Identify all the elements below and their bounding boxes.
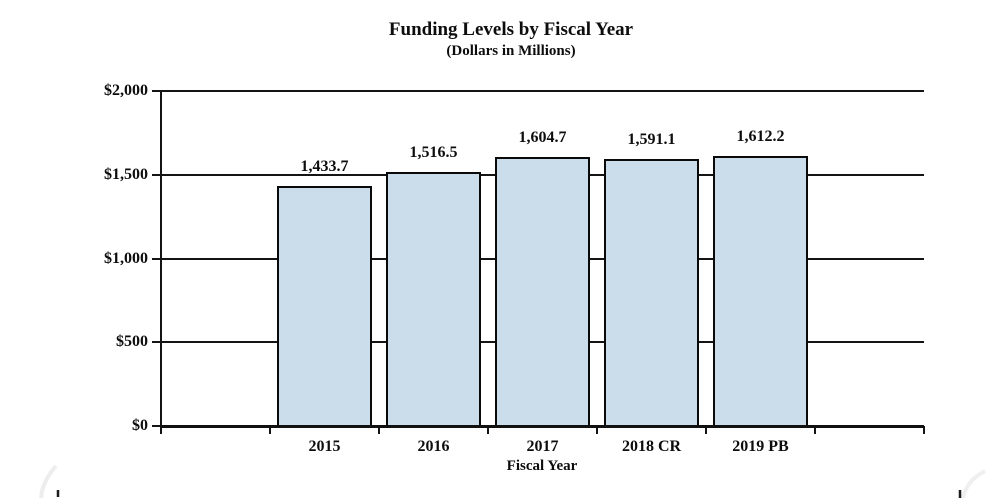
x-axis-tick xyxy=(705,426,707,434)
y-axis-tick xyxy=(152,257,161,260)
x-axis-tick xyxy=(487,426,489,434)
y-axis-tick xyxy=(152,173,161,176)
y-tick-label: $0 xyxy=(132,417,148,434)
x-axis-tick xyxy=(378,426,380,434)
x-axis-tick xyxy=(596,426,598,434)
bar-2018 CR xyxy=(604,159,699,427)
bar-2017 xyxy=(495,157,590,427)
y-tick-label: $1,000 xyxy=(104,249,148,267)
x-axis-line xyxy=(160,425,924,428)
x-tick-label: 2017 xyxy=(526,438,559,455)
x-tick-label: 2016 xyxy=(417,438,450,455)
bar-2015 xyxy=(277,185,372,427)
x-tick-label: 2019 PB xyxy=(732,438,789,455)
bar-value-label: 1,591.1 xyxy=(627,131,676,149)
y-axis-line xyxy=(160,91,162,434)
x-tick-label: 2015 xyxy=(308,438,341,455)
x-axis-tick xyxy=(923,426,925,434)
x-axis-title: Fiscal Year xyxy=(506,458,578,474)
bar-value-label: 1,612.2 xyxy=(736,127,785,145)
y-tick-label: $500 xyxy=(116,333,148,351)
bar-value-label: 1,433.7 xyxy=(300,157,349,175)
y-axis-tick xyxy=(152,90,161,92)
x-tick-label: 2018 CR xyxy=(621,438,682,455)
y-axis-tick xyxy=(152,341,161,344)
x-axis-tick xyxy=(269,426,271,434)
x-axis-tick xyxy=(814,426,816,434)
bar-2016 xyxy=(386,171,481,427)
bar-value-label: 1,604.7 xyxy=(518,129,567,147)
y-tick-label: $2,000 xyxy=(104,82,148,99)
y-axis-tick xyxy=(152,425,161,427)
bar-value-label: 1,516.5 xyxy=(409,143,458,161)
chart-title: Funding Levels by Fiscal Year xyxy=(388,19,634,40)
y-tick-label: $1,500 xyxy=(104,165,148,183)
bar-2019 PB xyxy=(713,155,808,427)
chart-subtitle: (Dollars in Millions) xyxy=(446,43,576,59)
gridline xyxy=(161,90,924,92)
